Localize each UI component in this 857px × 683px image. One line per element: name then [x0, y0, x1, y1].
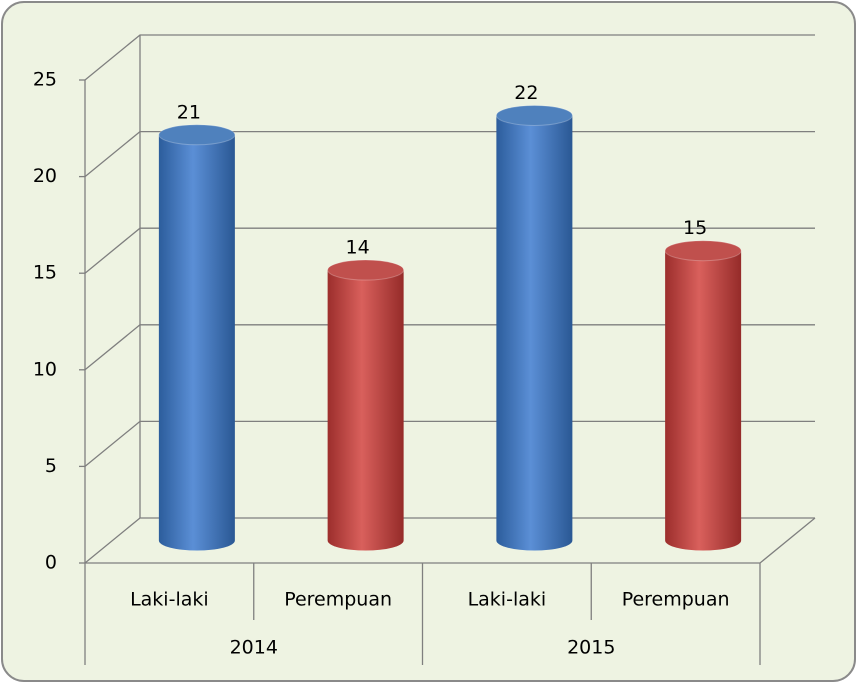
y-tick-label: 0 — [45, 552, 57, 574]
y-tick-label: 20 — [33, 165, 57, 187]
value-label: 14 — [346, 237, 370, 259]
bar-body — [496, 115, 573, 551]
bar-top — [664, 240, 742, 262]
grid-line — [84, 227, 815, 274]
bar — [327, 259, 405, 551]
y-tick-label: 5 — [45, 455, 57, 477]
grid-line — [84, 130, 815, 178]
bar — [664, 240, 742, 551]
x-tick-label: Laki-laki — [468, 589, 547, 611]
bar-top — [327, 259, 405, 281]
grid-line — [84, 34, 815, 81]
grid-line — [84, 324, 815, 371]
value-label: 21 — [177, 101, 201, 123]
bar-body — [158, 134, 235, 551]
grid-line — [84, 517, 815, 564]
bar-top — [495, 104, 573, 126]
y-tick-label: 10 — [33, 358, 57, 380]
x-tick-label: Perempuan — [284, 589, 392, 611]
y-tick-label: 25 — [33, 69, 57, 91]
group-label: 2015 — [567, 637, 615, 659]
bar-body — [327, 270, 404, 551]
bar-top — [158, 124, 236, 146]
group-label: 2014 — [230, 637, 278, 659]
x-tick-label: Perempuan — [622, 589, 730, 611]
value-label: 15 — [683, 217, 707, 239]
x-tick-label: Laki-laki — [130, 589, 209, 611]
grid-line — [84, 420, 815, 467]
value-label: 22 — [514, 82, 538, 104]
bar-body — [665, 250, 742, 551]
y-tick-label: 15 — [33, 262, 57, 284]
bar — [495, 104, 573, 551]
bar — [158, 124, 236, 551]
